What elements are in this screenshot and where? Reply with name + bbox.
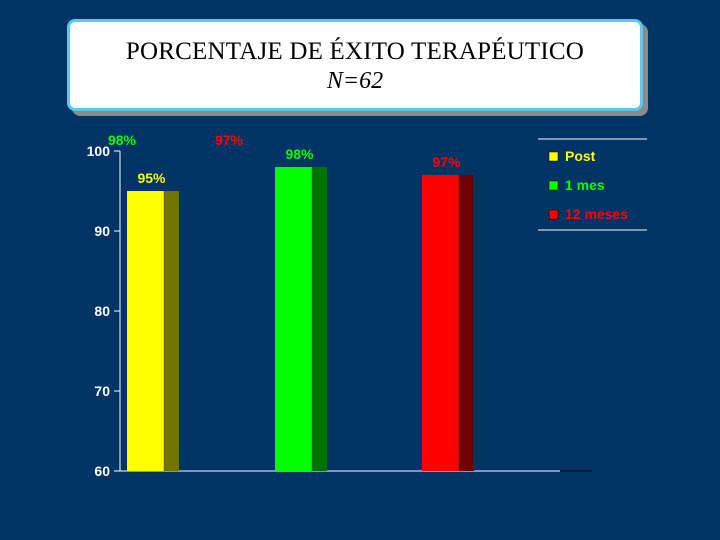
extra-data-label: 97% — [215, 132, 244, 148]
chart-title: PORCENTAJE DE ÉXITO TERAPÉUTICO — [125, 38, 585, 65]
bar-0 — [127, 191, 164, 471]
bar-side-1 — [312, 167, 327, 471]
extra-data-label: 98% — [108, 132, 137, 148]
bar-1 — [275, 167, 312, 471]
y-tick-label: 90 — [94, 223, 110, 239]
y-tick-label: 70 — [94, 383, 110, 399]
chart-subtitle: N=62 — [326, 68, 384, 94]
y-tick-label: 80 — [94, 303, 110, 319]
title-box: PORCENTAJE DE ÉXITO TERAPÉUTICO N=62 — [67, 19, 643, 111]
legend-label: 12 meses — [565, 206, 628, 222]
bar-2 — [422, 175, 459, 471]
data-label: 97% — [432, 154, 461, 170]
data-label: 95% — [137, 170, 166, 186]
bar-side-2 — [459, 175, 474, 471]
data-label: 98% — [285, 146, 314, 162]
legend-swatch — [548, 151, 559, 162]
bar-side-0 — [164, 191, 179, 471]
legend-swatch — [548, 209, 559, 220]
y-tick-label: 60 — [94, 463, 110, 479]
legend-label: 1 mes — [565, 177, 605, 193]
y-tick-label: 100 — [87, 143, 111, 159]
legend-swatch — [548, 180, 559, 191]
legend-label: Post — [565, 148, 596, 164]
